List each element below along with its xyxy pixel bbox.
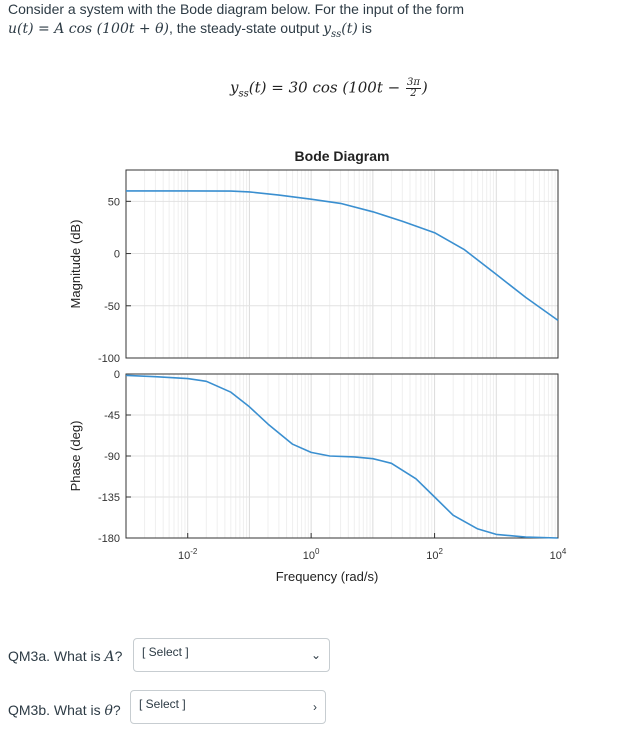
question-b: QM3b. What is θ? <box>8 702 121 719</box>
select-a-dropdown[interactable]: [ Select ] ⌄ <box>133 638 330 672</box>
y-tick-label: -180 <box>98 533 120 545</box>
axes-box-magnitude <box>125 169 559 359</box>
y-tick-label: -50 <box>104 301 120 313</box>
x-tick-exponent: 0 <box>315 547 320 556</box>
y-tick-label: -135 <box>98 492 120 504</box>
x-tick-exponent: -2 <box>190 547 198 556</box>
question-a-var: A <box>104 649 115 665</box>
eq-sub: ss <box>238 88 249 100</box>
axes-box-phase <box>125 373 559 539</box>
x-tick-exponent: 2 <box>438 547 443 556</box>
question-a-label: QM3a. What is <box>8 648 105 664</box>
y-axis-label-phase: Phase (deg) <box>68 421 83 492</box>
y-tick-label: -90 <box>104 451 120 463</box>
y-axis-label-magnitude: Magnitude (dB) <box>68 220 83 309</box>
x-tick-base: 10 <box>426 550 438 562</box>
select-a-value: [ Select ] <box>142 645 189 659</box>
input-expression: u(t) = A cos (100t + θ) <box>8 21 169 37</box>
intro-line-2: u(t) = A cos (100t + θ), the steady-stat… <box>8 19 608 44</box>
x-tick-exponent: 4 <box>562 547 567 556</box>
y-tick-label: -45 <box>104 410 120 422</box>
eq-lhs: y <box>230 78 239 97</box>
intro-suffix: , the steady-state output <box>169 20 324 36</box>
eq-end: ) <box>421 78 428 97</box>
chevron-right-icon: › <box>313 700 317 714</box>
y-tick-label: -100 <box>98 353 120 365</box>
output-arg: (t) <box>341 21 358 37</box>
x-axis-label: Frequency (rad/s) <box>276 569 379 584</box>
question-a: QM3a. What is A? <box>8 648 122 665</box>
x-tick-base: 10 <box>550 550 562 562</box>
steady-state-equation: yss(t) = 30 cos (100t − 3π 2 ) <box>230 78 428 100</box>
bode-diagram: Bode Diagram 50 0 -50 -100 Magnitude (dB) 0 -45… <box>68 148 567 584</box>
x-tick-base: 10 <box>303 550 315 562</box>
question-intro: Consider a system with the Bode diagram … <box>8 0 608 44</box>
x-tick-label: 10-2 <box>178 547 198 562</box>
x-tick-label: 104 <box>550 547 567 562</box>
intro-end: is <box>357 20 372 36</box>
question-b-suffix: ? <box>112 702 121 718</box>
select-b-value: [ Select ] <box>139 697 186 711</box>
intro-line-1: Consider a system with the Bode diagram … <box>8 1 465 17</box>
series-line-phase <box>125 374 559 539</box>
eq-mid: (t) = 30 cos (100t − <box>248 78 405 97</box>
question-b-var: θ <box>104 703 113 719</box>
y-tick-label: 0 <box>114 369 120 381</box>
output-subscript: ss <box>331 28 342 40</box>
question-a-suffix: ? <box>114 648 123 664</box>
x-tick-label: 102 <box>426 547 443 562</box>
series-line-magnitude <box>126 190 559 322</box>
chart-title: Bode Diagram <box>295 148 390 164</box>
question-b-label: QM3b. What is <box>8 702 105 718</box>
eq-frac-den: 2 <box>410 88 417 99</box>
y-tick-label: 50 <box>108 196 120 208</box>
select-b-dropdown[interactable]: [ Select ] › <box>130 690 326 724</box>
x-tick-label: 100 <box>303 547 320 562</box>
x-tick-base: 10 <box>178 550 190 562</box>
y-tick-label: 0 <box>114 249 120 261</box>
eq-frac-num: 3π <box>405 77 421 89</box>
chevron-down-icon: ⌄ <box>310 648 321 662</box>
output-symbol: y <box>323 21 332 37</box>
